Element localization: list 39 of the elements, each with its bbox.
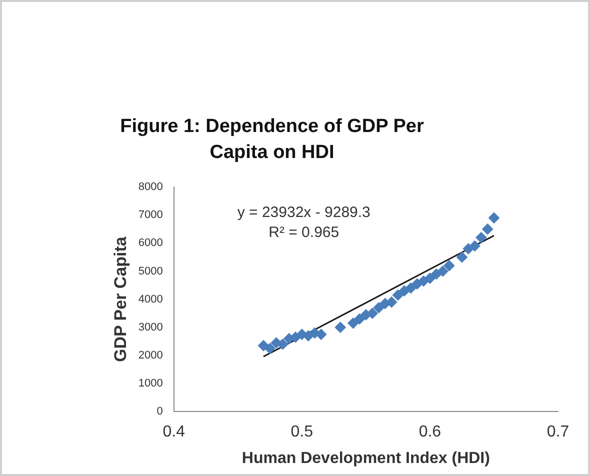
- annotation: y = 23932x - 9289.3: [237, 204, 370, 221]
- point: [405, 282, 416, 294]
- point: [418, 276, 430, 287]
- point: [264, 342, 276, 354]
- point: [488, 212, 500, 224]
- y-tick-label: 7000: [138, 209, 163, 222]
- y-tick-label: 4000: [138, 293, 163, 306]
- point: [462, 243, 474, 254]
- point: [373, 302, 384, 314]
- y-tick-label: 5000: [138, 265, 163, 278]
- point: [456, 252, 468, 263]
- point: [424, 272, 436, 284]
- annotation: R² = 0.965: [268, 224, 340, 241]
- point: [476, 232, 487, 244]
- x-tick-label: 0.6: [418, 424, 442, 441]
- point: [469, 240, 480, 252]
- point: [277, 338, 288, 350]
- point: [482, 224, 494, 235]
- point: [386, 296, 398, 308]
- point: [316, 328, 327, 340]
- x-tick-label: 0.5: [290, 424, 314, 441]
- x-tick-label: 0.7: [546, 424, 570, 441]
- point: [334, 322, 346, 333]
- y-tick-label: 6000: [138, 237, 163, 250]
- point: [437, 266, 448, 277]
- y-tick-label: 1000: [138, 378, 163, 390]
- x-tick-label: 0.4: [162, 424, 186, 441]
- point: [348, 318, 359, 329]
- y-tick-label: 8000: [138, 181, 163, 194]
- point: [444, 260, 455, 272]
- point: [392, 290, 404, 301]
- point: [354, 313, 366, 324]
- chart-title: Figure 1: Dependence of GDP Per Capita on HDI: [119, 115, 425, 165]
- y-tick-label: 2000: [138, 349, 163, 362]
- point: [258, 340, 269, 352]
- y-axis-title: GDP Per Capita: [110, 236, 130, 362]
- y-tick-label: 0: [156, 406, 163, 418]
- y-tick-label: 3000: [138, 321, 163, 334]
- x-axis-title: Human Development Index (HDI): [242, 450, 490, 467]
